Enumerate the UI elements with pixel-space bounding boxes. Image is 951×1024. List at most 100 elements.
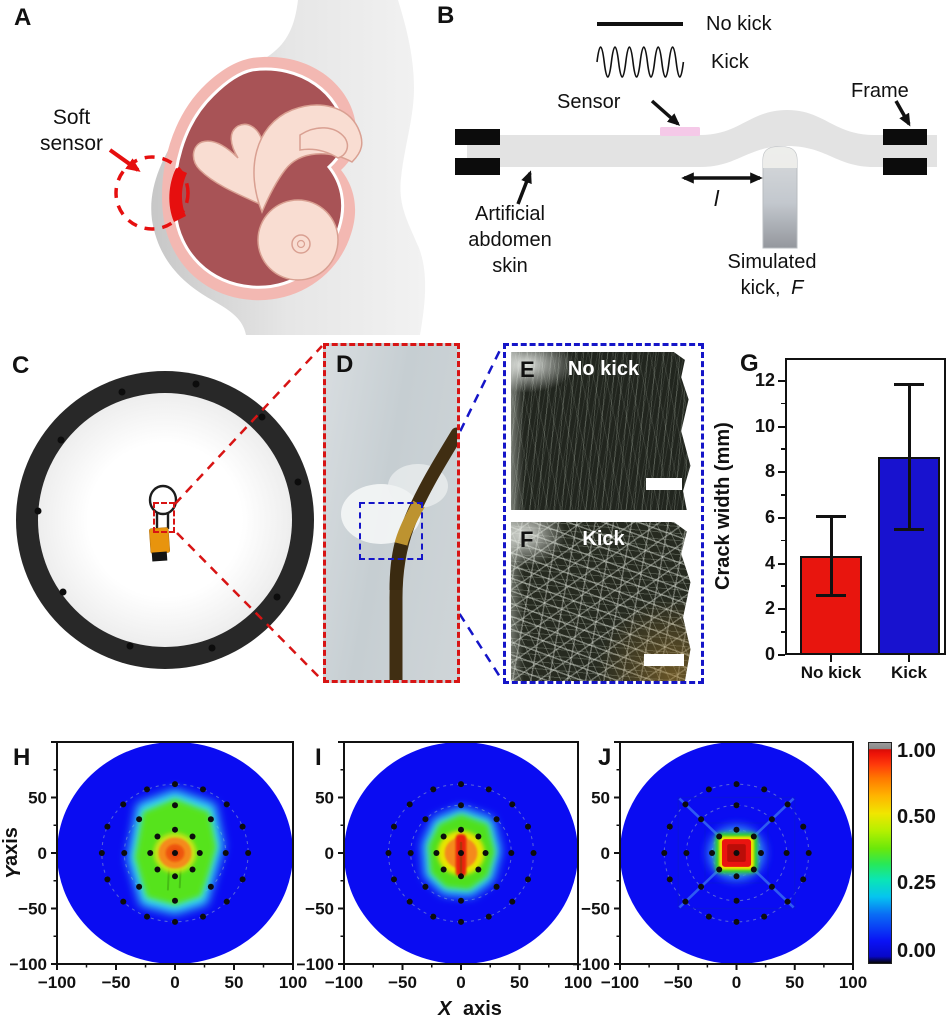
svg-text:0: 0 bbox=[170, 973, 179, 992]
electrode-dot bbox=[682, 801, 689, 808]
electrode-dot bbox=[805, 850, 812, 856]
electrode-dot bbox=[207, 816, 214, 823]
colorbar bbox=[868, 742, 892, 964]
svg-text:−100: −100 bbox=[297, 955, 334, 974]
artificial-skin-label: Artificial abdomen skin bbox=[450, 201, 570, 279]
sensor-closeup-photo: D bbox=[323, 343, 460, 683]
electrode-dot bbox=[207, 883, 214, 890]
frame-label: Frame bbox=[851, 80, 909, 102]
electrode-dot bbox=[458, 918, 464, 925]
electrode-dot bbox=[761, 913, 768, 920]
kick-cylinder-cap bbox=[763, 147, 797, 168]
electrode-dot bbox=[172, 781, 178, 788]
electrode-dot bbox=[733, 781, 740, 788]
electrode-dot bbox=[440, 833, 447, 840]
connector-tip bbox=[151, 551, 168, 562]
electrode-dot bbox=[750, 833, 757, 840]
fetus-head bbox=[257, 199, 339, 281]
electrode-dot bbox=[172, 802, 178, 809]
electrode-dot bbox=[144, 913, 151, 920]
colorbar-tick-label: 0.25 bbox=[897, 872, 936, 894]
electrode-dot bbox=[458, 802, 464, 809]
electrode-dot bbox=[98, 850, 105, 856]
heatmap-panel-H: −100 −50 0 50 100 −100 −50 0 50 bbox=[10, 741, 307, 992]
svg-text:−100: −100 bbox=[601, 973, 639, 992]
electrode-dot bbox=[136, 883, 143, 890]
panel-label-b: B bbox=[437, 2, 455, 29]
electrode-dot bbox=[390, 823, 397, 830]
zoom-region-box-d bbox=[359, 502, 423, 560]
soft-sensor-annotation: Soft sensor bbox=[24, 105, 119, 157]
sensor-label: Sensor bbox=[557, 91, 621, 113]
electrode-dot bbox=[407, 850, 414, 856]
panel-label-e: E bbox=[520, 357, 535, 382]
electrode-dot bbox=[120, 801, 127, 808]
kick-line1: Simulated bbox=[727, 251, 817, 273]
electrode-dot bbox=[666, 823, 673, 830]
svg-text:−100: −100 bbox=[10, 955, 47, 974]
electrode-dot bbox=[422, 816, 429, 823]
wire-gold-bend bbox=[394, 500, 425, 546]
svg-text:−50: −50 bbox=[102, 973, 131, 992]
g-plot-box bbox=[785, 358, 946, 655]
electrode-dot bbox=[800, 823, 807, 830]
kick-test-schematic bbox=[455, 22, 937, 249]
electrode-dot bbox=[784, 898, 791, 905]
sensor-arrow bbox=[650, 99, 681, 126]
membrane-shape bbox=[467, 110, 937, 167]
electrode-dot bbox=[440, 866, 447, 873]
g-y-tick-label: 0 bbox=[764, 644, 775, 664]
electrode-dot bbox=[154, 866, 161, 873]
electrode-dot bbox=[705, 913, 712, 920]
electrode-dot bbox=[144, 786, 151, 793]
electrode-dot bbox=[485, 786, 492, 793]
kick-line2: kick, F bbox=[712, 275, 832, 301]
electrode-dot bbox=[750, 866, 757, 873]
electrode-dot bbox=[430, 913, 437, 920]
electrode-dot bbox=[733, 826, 740, 833]
frame-arrow bbox=[894, 100, 911, 127]
electrode-dot bbox=[136, 816, 143, 823]
micrograph-group: E No kick F Kick bbox=[503, 343, 704, 684]
electrode-dot bbox=[682, 898, 689, 905]
panel-label-g: G bbox=[740, 350, 759, 377]
svg-text:50: 50 bbox=[225, 973, 244, 992]
g-y-tick-label: 2 bbox=[764, 598, 775, 619]
g-y-tick bbox=[778, 654, 785, 656]
electrode-dot bbox=[458, 781, 464, 788]
electrode-dot bbox=[147, 850, 154, 856]
electrode-dot bbox=[154, 833, 161, 840]
svg-text:100: 100 bbox=[564, 973, 592, 992]
electrode-dot bbox=[509, 898, 516, 905]
electrode-dot bbox=[733, 897, 740, 904]
heatmap-panel-I: −100 −50 0 50 100 −100 −50 0 50 bbox=[297, 741, 592, 992]
legend-no-kick-label: No kick bbox=[706, 13, 772, 35]
g-x-tick bbox=[908, 655, 910, 662]
electrode-dot bbox=[245, 850, 252, 856]
g-y-tick-label: 10 bbox=[754, 415, 775, 436]
electrode-dot bbox=[733, 802, 740, 809]
g-error-line bbox=[829, 515, 833, 596]
panel-label-f: F bbox=[520, 527, 534, 552]
skin-line1: Artificial bbox=[474, 203, 545, 225]
electrode-dot bbox=[172, 826, 178, 833]
svg-text:0: 0 bbox=[456, 973, 465, 992]
electrode-dot bbox=[733, 918, 740, 925]
frame-block-left-top bbox=[455, 129, 500, 145]
simulated-kick-label: Simulated kick, F bbox=[712, 249, 832, 301]
soft-sensor-line2: sensor bbox=[39, 132, 104, 155]
electrode-dot bbox=[120, 898, 127, 905]
skin-line3: skin bbox=[492, 255, 528, 277]
kick-word: kick, bbox=[740, 277, 781, 299]
g-error-line bbox=[907, 384, 911, 531]
electrode-dot bbox=[199, 786, 206, 793]
fetus-ear-inner bbox=[296, 239, 306, 249]
skin-arrow bbox=[516, 170, 532, 205]
electrode-dot bbox=[482, 850, 489, 856]
panel-label-d: D bbox=[336, 351, 354, 378]
micrograph-no-kick: E No kick bbox=[511, 352, 691, 510]
electrode-dot bbox=[189, 866, 196, 873]
g-y-tick bbox=[778, 516, 785, 519]
svg-text:−100: −100 bbox=[325, 973, 363, 992]
